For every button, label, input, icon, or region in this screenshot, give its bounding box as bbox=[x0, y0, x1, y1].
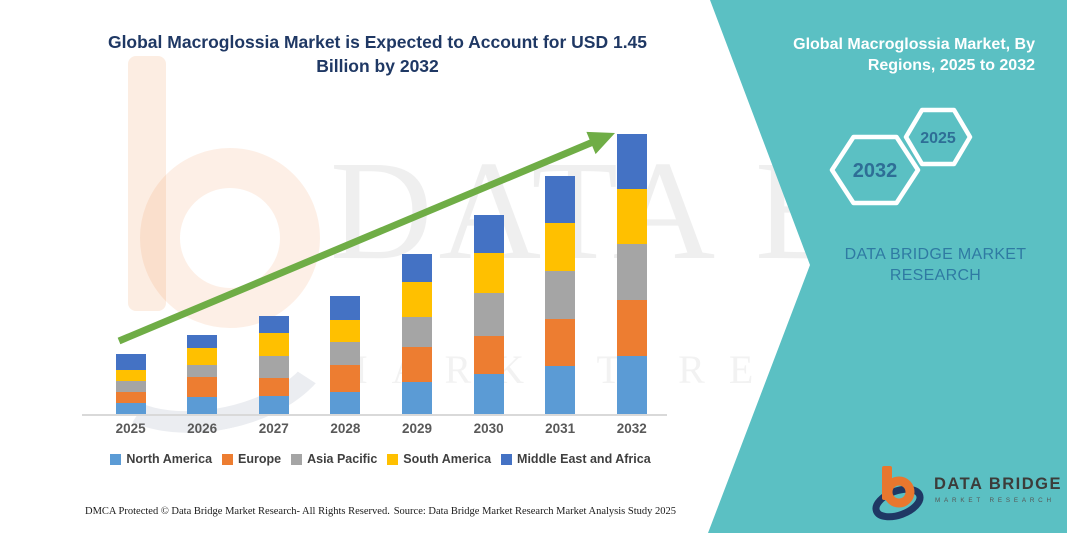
bar-2032-asia-pacific bbox=[616, 244, 647, 300]
hexagon-2032-outline bbox=[829, 134, 921, 206]
brand-logo-name: DATA BRIDGE bbox=[934, 475, 1063, 493]
bar-2031-middle-east-and-africa bbox=[545, 176, 576, 223]
legend-label: South America bbox=[403, 452, 492, 466]
bar-2031-europe bbox=[545, 319, 576, 366]
brand-logo-subtitle: MARKET RESEARCH bbox=[935, 497, 1055, 504]
legend-item-middle-east-and-africa: Middle East and Africa bbox=[501, 452, 651, 466]
bar-2028-north-america bbox=[330, 392, 361, 414]
bar-2028-europe bbox=[330, 365, 361, 392]
bar-2026-south-america bbox=[187, 348, 218, 365]
bar-2028-middle-east-and-africa bbox=[330, 296, 361, 320]
bar-2031-south-america bbox=[545, 223, 576, 271]
hexagon-years-graphic: 2032 2025 bbox=[829, 107, 973, 206]
hexagon-year-large: 2032 bbox=[853, 160, 898, 182]
brand-logo: DATA BRIDGE MARKET RESEARCH bbox=[872, 464, 1061, 524]
bar-2026-europe bbox=[187, 377, 218, 397]
legend-item-south-america: South America bbox=[387, 452, 491, 466]
bar-2026-north-america bbox=[187, 397, 218, 414]
legend-label: Middle East and Africa bbox=[517, 452, 651, 466]
x-label-2030: 2030 bbox=[473, 421, 504, 436]
x-label-2025: 2025 bbox=[115, 421, 146, 436]
bar-2029-south-america bbox=[402, 282, 432, 317]
legend-swatch bbox=[222, 453, 234, 465]
bar-2026-asia-pacific bbox=[187, 365, 218, 377]
bar-2025 bbox=[115, 354, 146, 414]
legend-label: Europe bbox=[238, 452, 282, 466]
bar-2029-north-america bbox=[402, 382, 432, 414]
hexagon-year-small: 2025 bbox=[920, 130, 956, 147]
bar-2030-europe bbox=[473, 336, 504, 374]
x-axis-line bbox=[82, 414, 667, 416]
bar-2030-south-america bbox=[473, 253, 504, 293]
brand-logo-icon bbox=[872, 466, 924, 521]
chart-title: Global Macroglossia Market is Expected t… bbox=[85, 30, 670, 78]
bar-2032-middle-east-and-africa bbox=[616, 134, 647, 189]
plot-area bbox=[85, 119, 670, 414]
bar-2029-asia-pacific bbox=[402, 317, 432, 347]
footer-source-text: Source: Data Bridge Market Research Mark… bbox=[393, 506, 676, 517]
legend-item-north-america: North America bbox=[110, 452, 212, 466]
bar-2030-middle-east-and-africa bbox=[473, 215, 504, 253]
footer-dmca-text: DMCA Protected © Data Bridge Market Rese… bbox=[85, 506, 390, 517]
bar-2025-middle-east-and-africa bbox=[115, 354, 146, 370]
bar-2027-north-america bbox=[258, 396, 289, 414]
bar-2030-north-america bbox=[473, 374, 504, 414]
bar-2032-europe bbox=[616, 300, 647, 356]
x-label-2032: 2032 bbox=[616, 421, 647, 436]
bar-2026 bbox=[187, 335, 218, 414]
bar-2029 bbox=[402, 254, 432, 414]
bar-2032-south-america bbox=[616, 189, 647, 244]
bar-2030 bbox=[473, 215, 504, 414]
bar-2031-north-america bbox=[545, 366, 576, 414]
bar-2027-middle-east-and-africa bbox=[258, 316, 289, 333]
bar-2027 bbox=[258, 316, 289, 414]
hexagon-2025-outline bbox=[903, 107, 973, 167]
bar-2025-south-america bbox=[115, 370, 146, 381]
bar-2028 bbox=[330, 296, 361, 414]
bar-2029-middle-east-and-africa bbox=[402, 254, 432, 282]
chart-legend: North America Europe Asia Pacific South Ame… bbox=[85, 452, 676, 466]
bar-2027-asia-pacific bbox=[258, 356, 289, 378]
legend-label: Asia Pacific bbox=[307, 452, 378, 466]
bar-2031-asia-pacific bbox=[545, 271, 576, 319]
x-label-2031: 2031 bbox=[545, 421, 576, 436]
x-label-2026: 2026 bbox=[187, 421, 218, 436]
bar-2032 bbox=[616, 134, 647, 414]
bar-2025-north-america bbox=[115, 403, 146, 414]
bar-2025-europe bbox=[115, 392, 146, 403]
x-label-2028: 2028 bbox=[330, 421, 361, 436]
x-axis-labels: 2025 2026 2027 2028 2029 2030 2031 2032 bbox=[85, 421, 670, 439]
bar-2028-asia-pacific bbox=[330, 342, 361, 365]
legend-label: North America bbox=[126, 452, 213, 466]
x-label-2029: 2029 bbox=[401, 421, 433, 436]
bar-2025-asia-pacific bbox=[115, 381, 146, 392]
legend-item-europe: Europe bbox=[222, 452, 281, 466]
bar-2030-asia-pacific bbox=[473, 293, 504, 336]
bar-2027-south-america bbox=[258, 333, 289, 356]
legend-swatch bbox=[501, 453, 513, 465]
bar-2027-europe bbox=[258, 378, 289, 396]
legend-swatch bbox=[291, 453, 303, 465]
bar-2032-north-america bbox=[616, 356, 647, 414]
bar-2026-middle-east-and-africa bbox=[187, 335, 218, 348]
x-label-2027: 2027 bbox=[258, 421, 289, 436]
legend-item-asia-pacific: Asia Pacific bbox=[291, 452, 377, 466]
panel-brand-text: DATA BRIDGE MARKET RESEARCH bbox=[844, 246, 1027, 284]
panel-title: Global Macroglossia Market, By Regions, … bbox=[793, 36, 1035, 74]
bar-2031 bbox=[545, 176, 576, 414]
legend-swatch bbox=[110, 453, 122, 465]
bar-2028-south-america bbox=[330, 320, 361, 342]
legend-swatch bbox=[387, 453, 399, 465]
footer: DMCA Protected © Data Bridge Market Rese… bbox=[85, 506, 676, 517]
chart-title-text: Global Macroglossia Market is Expected t… bbox=[107, 32, 648, 77]
bar-2029-europe bbox=[402, 347, 432, 382]
